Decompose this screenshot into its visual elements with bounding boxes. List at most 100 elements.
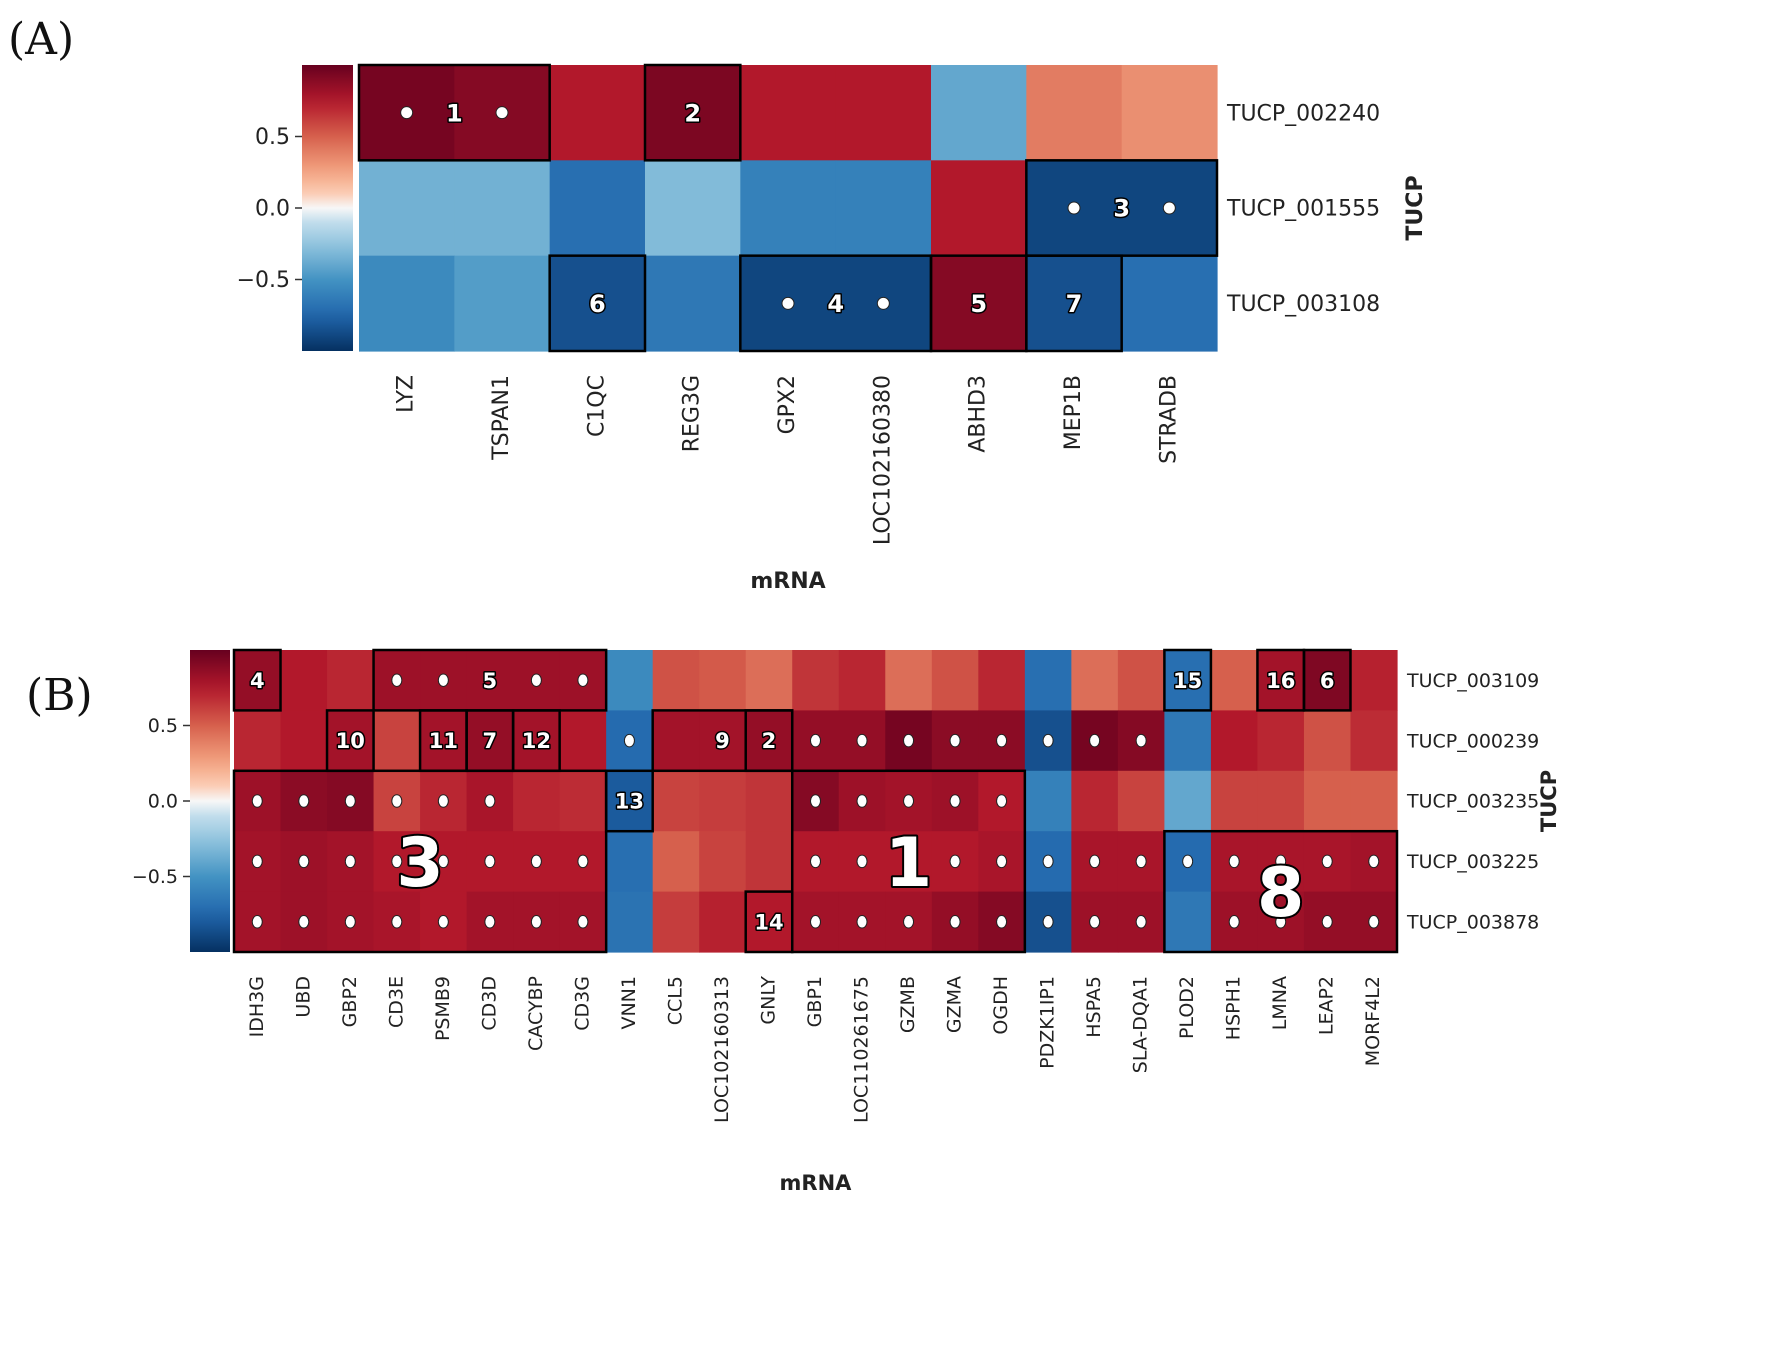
heatmap-cell — [835, 160, 932, 257]
cluster-box — [651, 709, 794, 773]
x-tick-label: LYZ — [394, 375, 419, 413]
cluster-label: 5 — [970, 290, 987, 318]
significance-dot — [530, 854, 542, 869]
x-tick-label: PSMB9 — [432, 976, 454, 1041]
heatmap-cell — [606, 770, 654, 832]
significance-dot — [484, 794, 496, 808]
significance-dot — [903, 733, 915, 748]
heatmap-cell — [359, 255, 455, 352]
significance-dot — [391, 794, 403, 808]
colorbar — [190, 650, 230, 952]
significance-dot — [1162, 201, 1176, 215]
x-tick-label: MEP1B — [1061, 375, 1086, 450]
cluster-box — [744, 890, 794, 954]
cluster-box — [232, 648, 282, 712]
cluster-label: 10 — [336, 729, 365, 753]
heatmap-cell — [549, 65, 646, 161]
heatmap-cell — [1257, 770, 1305, 832]
x-tick-label: CD3G — [571, 976, 593, 1031]
heatmap-cell — [606, 650, 654, 711]
significance-dot — [344, 854, 356, 869]
cluster-box — [548, 254, 647, 353]
cluster-label: 13 — [615, 790, 644, 814]
x-tick-label: LEAP2 — [1316, 976, 1338, 1035]
significance-dot — [1321, 854, 1333, 869]
cluster-label: 2 — [684, 99, 701, 127]
cluster-label: 15 — [1173, 669, 1202, 693]
heatmap-cell — [1210, 710, 1259, 772]
significance-dot — [810, 915, 821, 929]
significance-dot — [810, 854, 821, 869]
y-tick-label: TUCP_003109 — [1406, 670, 1539, 692]
significance-dot — [251, 915, 263, 929]
significance-dot — [1135, 733, 1147, 748]
heatmap-cell — [885, 650, 933, 711]
cluster-label: 16 — [1266, 669, 1295, 693]
heatmap-cell — [1164, 710, 1212, 772]
cluster-box — [604, 769, 654, 833]
heatmap-cell — [559, 770, 607, 832]
heatmap-cell — [1026, 255, 1123, 352]
x-tick-label: ABHD3 — [966, 375, 991, 453]
significance-dot — [344, 794, 356, 808]
cluster-box — [790, 769, 1027, 954]
x-tick-label: GZMA — [944, 976, 966, 1033]
cluster-box — [1256, 648, 1306, 712]
significance-dot — [484, 915, 496, 929]
significance-dot — [1089, 854, 1101, 869]
significance-dot — [437, 854, 449, 869]
significance-dot — [781, 296, 795, 310]
heatmap-cell — [1350, 770, 1398, 832]
significance-dot — [1275, 854, 1287, 869]
cluster-label: 4 — [827, 290, 844, 318]
significance-dot — [996, 915, 1008, 929]
significance-dot — [996, 794, 1008, 808]
x-tick-label: GPX2 — [775, 375, 800, 434]
heatmap-cell — [652, 831, 700, 893]
x-tick-label: PLOD2 — [1176, 976, 1198, 1039]
x-tick-label: VNN1 — [618, 976, 640, 1030]
heatmap-cell — [359, 160, 455, 257]
heatmap-cell — [835, 65, 932, 161]
heatmap-cell — [699, 831, 747, 893]
x-tick-label: LOC110261675 — [851, 976, 873, 1123]
significance-dot — [876, 296, 890, 310]
x-tick-label: GBP1 — [804, 976, 826, 1027]
heatmap-cell — [606, 831, 654, 893]
heatmap-cell — [652, 710, 700, 772]
heatmap-cell — [1026, 65, 1123, 161]
colorbar — [302, 65, 353, 351]
heatmap-cell — [645, 160, 741, 257]
significance-dot — [530, 915, 542, 929]
heatmap-cell — [1210, 770, 1259, 832]
significance-dot — [856, 915, 868, 929]
colorbar-tick-label: 0.0 — [255, 197, 290, 222]
significance-dot — [810, 794, 821, 808]
heatmap-cell — [1121, 255, 1218, 352]
heatmap-cell — [1121, 65, 1218, 161]
cluster-box — [418, 709, 468, 773]
colorbar-tick-label: 0.5 — [148, 715, 178, 737]
significance-dot — [391, 673, 403, 687]
x-tick-label: HSPH1 — [1223, 976, 1245, 1040]
x-tick-label: UBD — [292, 976, 314, 1018]
x-axis-title: mRNA — [780, 1171, 853, 1195]
cluster-box — [325, 709, 375, 773]
x-tick-label: STRADB — [1156, 375, 1181, 464]
cluster-label: 4 — [250, 669, 265, 693]
significance-dot — [577, 915, 589, 929]
significance-dot — [856, 794, 868, 808]
heatmap-cell — [1257, 650, 1305, 711]
significance-dot — [996, 854, 1008, 869]
y-tick-label: TUCP_001555 — [1226, 197, 1380, 222]
panel-label-a: (A) — [8, 14, 74, 65]
significance-dot — [810, 733, 821, 748]
significance-dot — [298, 794, 310, 808]
heatmap-cell — [1071, 650, 1119, 711]
heatmap-cell — [234, 710, 282, 772]
heatmap-cell — [1117, 650, 1165, 711]
significance-dot — [1042, 854, 1054, 869]
x-tick-label: LOC102160380 — [870, 375, 895, 545]
significance-dot — [1368, 854, 1380, 869]
heatmap-cell — [931, 255, 1027, 352]
